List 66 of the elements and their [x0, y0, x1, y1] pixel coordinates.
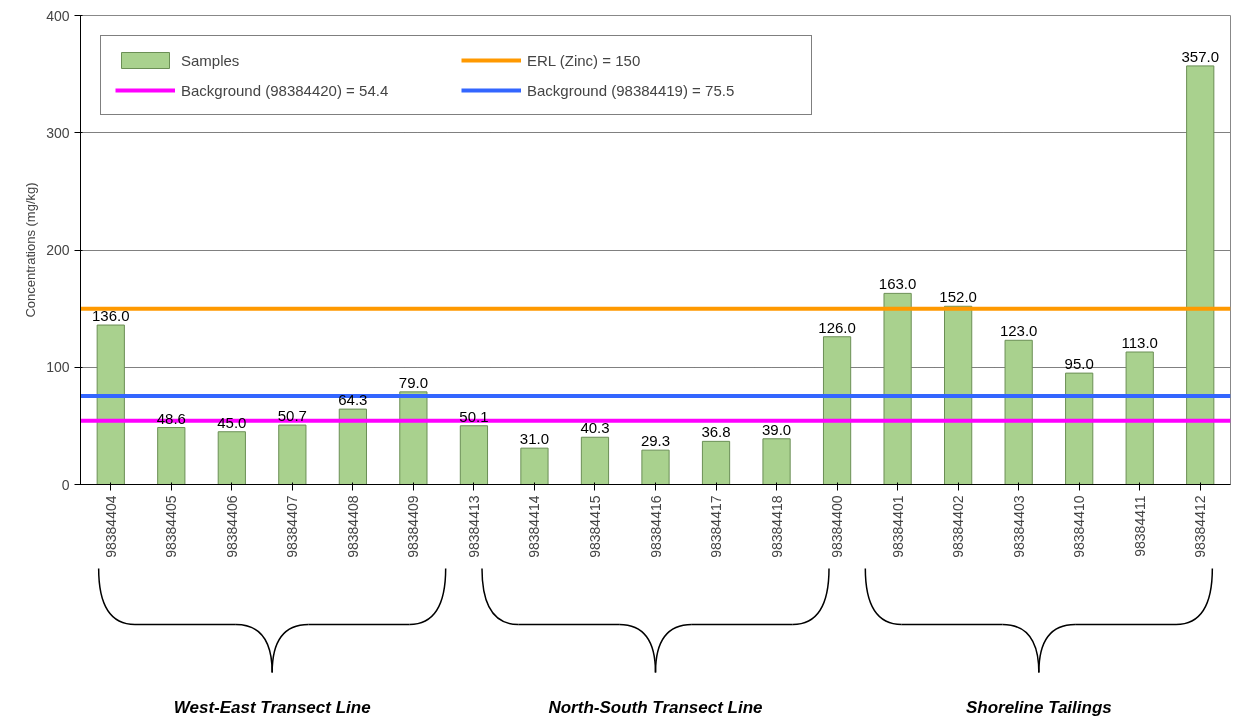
- x-tick-label: 98384401: [889, 495, 906, 558]
- text: 163.0: [878, 275, 917, 293]
- text: 357.0: [1181, 47, 1220, 65]
- text: North-South Transect Line: [548, 698, 763, 718]
- bar: [1004, 339, 1033, 485]
- bar: [883, 292, 912, 485]
- text: West-East Transect Line: [173, 698, 371, 718]
- legend-label: Background (98384420) = 54.4: [181, 81, 390, 99]
- x-tick-label: 98384403: [1010, 495, 1027, 558]
- bar: [701, 440, 731, 485]
- x-tick-label: 98384417: [708, 495, 725, 558]
- bar: [217, 431, 246, 485]
- y-tick-label: 200: [46, 242, 70, 258]
- x-tick-label: 98384400: [829, 495, 846, 558]
- text: 113.0: [1121, 334, 1158, 352]
- bar: [1186, 65, 1215, 485]
- legend-label: Samples: [181, 51, 241, 69]
- y-tick-label: 100: [46, 359, 70, 376]
- text: 136.0: [91, 307, 130, 325]
- text: 95.0: [1064, 355, 1094, 373]
- text: 36.8: [701, 423, 731, 441]
- x-tick-label: 98384408: [344, 495, 361, 558]
- x-tick-label: 98384409: [405, 495, 422, 558]
- x-tick-label: 98384413: [465, 495, 482, 558]
- bar: [641, 449, 670, 485]
- bar: [338, 408, 367, 485]
- bar: [580, 436, 610, 485]
- x-tick-label: 98384412: [1192, 495, 1209, 558]
- bar: [762, 438, 791, 485]
- bar: [399, 391, 428, 485]
- bar: [459, 425, 489, 485]
- x-tick-label: 98384416: [647, 495, 664, 558]
- text: 48.6: [156, 409, 186, 427]
- bar: [944, 305, 973, 485]
- text: 79.0: [398, 373, 428, 391]
- text: 126.0: [818, 318, 856, 336]
- y-tick-label: 400: [46, 7, 70, 24]
- bar: [520, 447, 549, 485]
- text: 31.0: [519, 430, 550, 448]
- text: 123.0: [999, 322, 1038, 340]
- bar: [157, 427, 186, 485]
- text: Shoreline Tailings: [965, 698, 1112, 718]
- legend-label: ERL (Zinc) = 150: [527, 51, 642, 69]
- bar: [96, 324, 125, 485]
- x-tick-label: 98384405: [163, 495, 180, 558]
- x-tick-label: 98384406: [223, 495, 240, 558]
- x-tick-label: 98384407: [284, 495, 301, 558]
- text: 29.3: [640, 432, 671, 450]
- x-tick-label: 98384402: [950, 495, 967, 558]
- x-tick-label: 98384410: [1071, 495, 1088, 558]
- y-tick-label: 300: [46, 124, 70, 141]
- x-tick-label: 98384414: [526, 495, 543, 558]
- y-axis-title: Concentrations (mg/kg): [23, 182, 39, 318]
- text: 152.0: [939, 288, 977, 306]
- y-tick-label: 0: [61, 476, 70, 493]
- x-tick-label: 98384418: [768, 495, 785, 558]
- x-tick-label: 98384411: [1131, 495, 1148, 557]
- text: 39.0: [761, 420, 792, 438]
- legend-label: Background (98384419) = 75.5: [527, 81, 736, 99]
- text: 40.3: [580, 419, 610, 437]
- x-tick-label: 98384415: [586, 495, 603, 558]
- bar: [1125, 351, 1154, 485]
- x-tick-label: 98384404: [102, 495, 119, 558]
- bar: [1065, 372, 1094, 485]
- bar: [822, 336, 852, 485]
- bar: [278, 424, 307, 485]
